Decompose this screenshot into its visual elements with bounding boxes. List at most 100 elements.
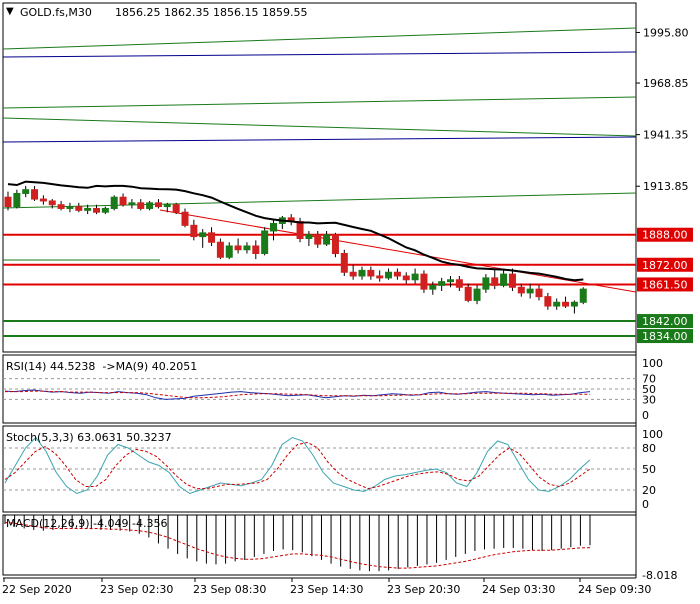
candle-body [137,202,145,209]
candle-body [508,273,516,288]
price-tick-label: 1968.85 [643,77,689,90]
rsi-title: RSI(14) 44.5238 ->MA(9) 40.2051 [6,360,198,373]
candle-body [535,288,543,298]
candle-body [411,273,419,281]
resistance-level-tag [637,257,693,272]
candle-body [340,252,348,273]
stoch-tick-label: 80 [642,442,656,455]
support-level-tag [637,329,693,344]
trendline-6 [2,192,637,209]
candle-body [323,234,331,245]
candle-body [296,221,304,239]
candle-body [199,232,207,238]
stoch-tick-label: 50 [642,463,656,476]
candle-body [500,273,508,286]
stoch-title: Stoch(5,3,3) 63.0631 50.3237 [6,431,172,444]
candle-body [190,224,198,238]
support-level-tag [637,314,693,329]
candle-body [234,245,242,251]
price-tick-label: 1995.80 [643,26,689,39]
candle-body [172,204,180,213]
candle-body [146,202,154,209]
trendline-7 [159,209,637,293]
rsi-tick-label: 100 [642,357,663,370]
support-level-label: 1842.00 [642,315,688,328]
time-tick-label: 23 Sep 14:30 [290,583,363,596]
candle-body [66,206,74,209]
candle-body [553,301,561,307]
candle-body [163,204,171,208]
candle-body [225,245,233,258]
candle-body [39,198,47,202]
candle-body [429,284,437,290]
candle-body [402,275,410,281]
candle-body [331,234,339,254]
candle-body [31,189,39,200]
candle-body [4,196,12,208]
menu-arrow-icon[interactable]: ▼ [6,6,14,17]
time-tick-label: 23 Sep 02:30 [100,583,173,596]
candle-body [579,288,587,303]
candle-body [473,288,481,301]
trendline-5 [2,136,637,143]
symbol-label: GOLD.fs,M30 [20,6,92,19]
candle-body [154,202,162,208]
rsi-series-2 [5,390,590,399]
candle-body [208,232,216,243]
macd-signal-line [4,522,591,569]
candle-body [119,196,127,206]
trendline-4 [2,117,637,137]
candle-body [544,296,552,307]
time-tick-label: 23 Sep 20:30 [387,583,460,596]
rsi-tick-label: 70 [642,373,656,386]
resistance-level-label: 1888.00 [642,229,688,242]
candle-body [270,222,277,232]
time-tick-label: 23 Sep 08:30 [193,583,266,596]
candle-body [349,271,357,277]
support-level-label: 1834.00 [642,330,688,343]
trendline-1 [2,27,637,50]
rsi-tick-label: 0 [642,409,649,422]
candle-body [48,200,56,206]
candle-body [314,234,322,245]
stoch-series-2 [4,441,591,490]
candle-body [562,301,570,307]
candle-body [464,286,472,301]
candle-body [57,204,65,209]
time-tick-label: 22 Sep 2020 [2,583,72,596]
stoch-series-1 [4,436,591,495]
price-tick-label: 1941.35 [643,129,689,142]
candle-body [110,196,118,209]
candle-body [252,245,260,254]
rsi-tick-label: 50 [642,383,656,396]
candle-body [261,230,269,254]
trendline-3 [2,96,637,109]
candle-body [447,279,454,283]
moving-average-line [7,180,584,282]
candle-body [243,245,251,251]
candle-body [305,234,313,239]
candle-body [491,277,499,286]
ohlc-readout: 1856.25 1862.35 1856.15 1859.55 [115,6,308,19]
candle-body [367,269,375,277]
stoch-tick-label: 0 [642,498,649,511]
candle-body [101,207,109,213]
candle-body [420,273,428,290]
resistance-level-tag [637,277,693,292]
resistance-level-label: 1861.50 [642,278,688,291]
candle-body [438,281,446,286]
candle-body [13,192,21,208]
candle-body [376,275,384,279]
rsi-tick-label: 30 [642,393,656,406]
candle-body [22,189,30,194]
candle-body [455,279,463,288]
price-tick-label: 1913.85 [643,180,689,193]
candle-body [128,202,136,206]
stoch-tick-label: 20 [642,484,656,497]
stoch-tick-label: 100 [642,428,663,441]
macd-tick-label: -8.018 [642,569,677,582]
time-tick-label: 24 Sep 03:30 [482,583,555,596]
resistance-level-tag [637,227,693,242]
